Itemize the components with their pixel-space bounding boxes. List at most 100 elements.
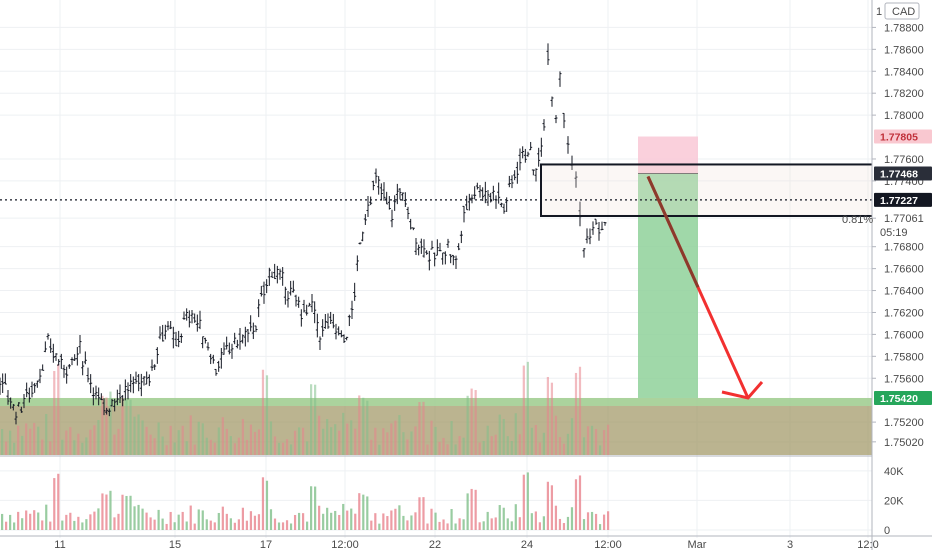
volume-bar bbox=[558, 518, 562, 530]
volume-bar bbox=[129, 399, 132, 455]
volume-bar bbox=[570, 418, 574, 455]
volume-bar bbox=[209, 439, 212, 455]
volume-bar bbox=[105, 397, 108, 455]
volume-bar bbox=[434, 426, 437, 455]
short-position-tool[interactable] bbox=[638, 136, 698, 398]
volume-bar bbox=[574, 372, 578, 455]
volume-bar bbox=[342, 412, 345, 455]
volume-bar bbox=[93, 425, 96, 455]
volume-bar bbox=[157, 509, 160, 530]
volume-bar bbox=[1, 513, 4, 530]
volume-bar bbox=[273, 518, 277, 530]
volume-tick-label: 20K bbox=[884, 495, 904, 507]
volume-bar bbox=[241, 418, 244, 455]
price-axis-bg bbox=[872, 0, 932, 550]
volume-bar bbox=[478, 522, 481, 530]
volume-bar bbox=[281, 442, 285, 455]
time-tick-label: 11 bbox=[54, 539, 65, 550]
volume-bar bbox=[85, 519, 88, 530]
volume-bar bbox=[89, 514, 92, 530]
volume-bar bbox=[362, 397, 365, 455]
volume-bar bbox=[225, 513, 228, 530]
volume-bar bbox=[310, 384, 313, 455]
volume-bar bbox=[113, 434, 116, 455]
volume-bar bbox=[314, 486, 317, 530]
volume-bar bbox=[45, 504, 48, 530]
bar-countdown: 05:19 bbox=[880, 227, 908, 239]
volume-bar bbox=[582, 519, 586, 530]
volume-bar bbox=[301, 513, 305, 530]
volume-bar bbox=[145, 426, 148, 455]
volume-bar bbox=[109, 490, 112, 530]
volume-bar bbox=[558, 437, 562, 455]
volume-bar bbox=[13, 522, 16, 530]
currency-label: CAD bbox=[892, 6, 915, 18]
volume-bar bbox=[594, 428, 598, 455]
volume-bar bbox=[253, 431, 257, 455]
volume-bar bbox=[73, 440, 76, 455]
volume-bar bbox=[358, 493, 361, 530]
drawings[interactable] bbox=[0, 163, 878, 400]
volume-bar bbox=[213, 522, 216, 530]
price-tag-label-stop: 1.77805 bbox=[880, 132, 918, 144]
price-tick-label: 1.76800 bbox=[884, 242, 924, 254]
volume-bar bbox=[526, 472, 529, 530]
volume-bar bbox=[510, 441, 513, 455]
volume-bar bbox=[514, 504, 517, 530]
volume-bar bbox=[314, 384, 317, 455]
volume-bar bbox=[586, 426, 590, 455]
time-tick-label: 12:0 bbox=[857, 539, 878, 550]
volume-bar bbox=[61, 520, 64, 530]
volume-bar bbox=[438, 521, 441, 530]
volume-bar bbox=[594, 513, 598, 530]
volume-bar bbox=[9, 430, 12, 455]
volume-bar bbox=[197, 509, 200, 530]
price-tick-label: 1.76000 bbox=[884, 329, 924, 341]
volume-bar bbox=[293, 514, 297, 530]
price-tick-label: 1.78600 bbox=[884, 44, 924, 56]
volume-bar bbox=[25, 423, 28, 455]
volume-bar bbox=[65, 430, 68, 455]
volume-bar bbox=[366, 400, 369, 455]
volume-bar bbox=[422, 401, 425, 455]
volume-bar bbox=[598, 445, 602, 455]
price-tick-label: 1.76200 bbox=[884, 307, 924, 319]
volume-bar bbox=[109, 391, 112, 455]
volume-bar bbox=[382, 428, 385, 455]
resistance-rectangle bbox=[540, 163, 878, 217]
volume-bar bbox=[530, 513, 533, 530]
volume-bar bbox=[185, 521, 188, 530]
volume-bar bbox=[562, 443, 566, 455]
volume-bar bbox=[382, 513, 385, 530]
volume-bar bbox=[510, 521, 513, 530]
price-tag-label-target: 1.75420 bbox=[880, 393, 918, 405]
volume-bar bbox=[326, 507, 329, 530]
volume-bar bbox=[277, 442, 281, 455]
volume-bar bbox=[486, 425, 489, 455]
grid-lines bbox=[0, 0, 872, 538]
volume-bar bbox=[93, 511, 96, 530]
price-tick-label: 1.76600 bbox=[884, 264, 924, 276]
volume-bar bbox=[478, 442, 481, 455]
volume-bar bbox=[289, 444, 293, 455]
price-tick-label: 1.78000 bbox=[884, 110, 924, 122]
volume-bar bbox=[374, 513, 377, 530]
volume-bar bbox=[442, 437, 445, 455]
volume-bar bbox=[217, 427, 220, 455]
volume-bar bbox=[261, 477, 265, 530]
volume-bar bbox=[173, 442, 176, 455]
volume-overlay bbox=[1, 361, 610, 455]
volume-bar bbox=[189, 505, 192, 530]
volume-bar bbox=[25, 510, 28, 530]
volume-bar bbox=[450, 421, 453, 455]
price-tick-label: 1.78200 bbox=[884, 88, 924, 100]
time-tick-label: 12:00 bbox=[331, 539, 359, 550]
volume-bar bbox=[257, 429, 261, 455]
volume-bar bbox=[113, 517, 116, 530]
volume-bar bbox=[77, 516, 80, 530]
currency-badge[interactable]: 1 CAD bbox=[876, 2, 920, 20]
volume-bar bbox=[97, 508, 100, 530]
volume-bar bbox=[438, 441, 441, 455]
volume-bar bbox=[117, 513, 120, 530]
